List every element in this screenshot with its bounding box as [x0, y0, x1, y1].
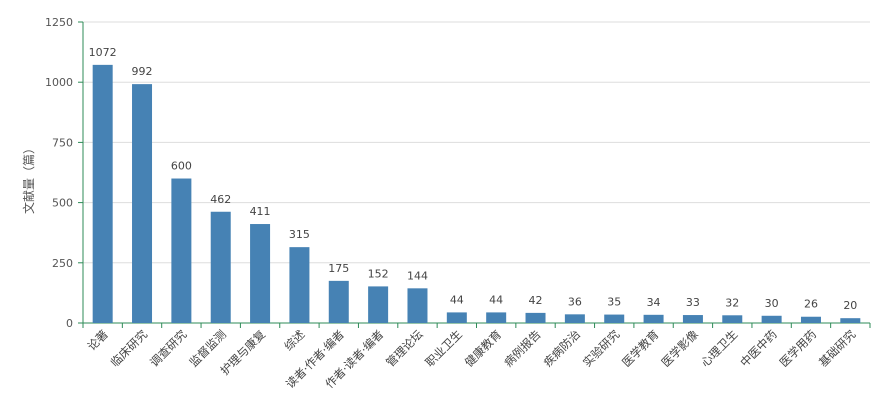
value-label: 175 — [328, 262, 349, 275]
bar — [682, 315, 703, 323]
category-label: 病例报告 — [501, 327, 543, 369]
value-label: 26 — [804, 298, 818, 311]
value-label: 34 — [647, 296, 661, 309]
bar — [800, 316, 821, 323]
value-label: 30 — [765, 297, 779, 310]
value-label: 44 — [450, 293, 464, 306]
value-label: 600 — [171, 160, 192, 173]
grid-lines — [83, 21, 870, 264]
category-label: 论著 — [85, 327, 111, 353]
value-label: 20 — [843, 299, 857, 312]
category-label: 心理卫生 — [698, 327, 740, 369]
bar — [407, 288, 428, 323]
value-label: 35 — [607, 296, 621, 309]
bar — [250, 224, 271, 323]
bar — [328, 280, 349, 323]
bar — [210, 211, 231, 323]
bar — [486, 312, 507, 323]
bar — [564, 314, 585, 323]
bar — [289, 247, 310, 323]
value-label: 44 — [489, 293, 503, 306]
category-label: 实验研究 — [580, 327, 623, 370]
bar — [171, 178, 192, 323]
y-tick-label: 1250 — [45, 16, 73, 29]
bar — [446, 312, 467, 323]
bar — [525, 312, 546, 323]
y-tick-label: 750 — [52, 136, 73, 149]
category-label: 健康教育 — [462, 327, 504, 369]
category-label: 调查研究 — [147, 327, 190, 370]
category-label: 临床研究 — [108, 327, 151, 370]
category-label: 基础研究 — [816, 327, 859, 370]
value-label: 42 — [529, 294, 543, 307]
value-label: 1072 — [89, 46, 117, 59]
value-label: 36 — [568, 295, 582, 308]
bar — [132, 84, 153, 323]
bar — [722, 315, 743, 323]
y-tick-label: 0 — [66, 317, 73, 330]
value-label: 992 — [132, 65, 153, 78]
bar — [840, 318, 861, 323]
category-label: 医学影像 — [659, 327, 702, 370]
value-label: 315 — [289, 228, 310, 241]
bar — [643, 314, 664, 323]
value-label: 33 — [686, 296, 700, 309]
category-label: 职业卫生 — [423, 327, 465, 369]
bar — [368, 286, 389, 323]
y-tick-label: 250 — [52, 257, 73, 270]
bar — [92, 64, 113, 323]
y-tick-label: 500 — [52, 197, 73, 210]
bar — [761, 315, 782, 323]
category-label: 中医中药 — [737, 327, 779, 369]
value-label: 152 — [368, 267, 389, 280]
value-labels: 1072 992 600 462 411 315 175 152 144 44 44 42 36 35 34… — [89, 46, 858, 312]
y-axis-title: 文献量（篇） — [21, 142, 36, 214]
value-label: 32 — [725, 296, 739, 309]
value-label: 411 — [250, 205, 271, 218]
category-label: 管理论坛 — [383, 327, 426, 370]
y-tick-label: 1000 — [45, 76, 73, 89]
value-label: 462 — [210, 193, 231, 206]
category-label: 医学教育 — [619, 327, 661, 369]
bar — [604, 314, 625, 323]
category-label: 疾病防治 — [541, 327, 583, 369]
category-label: 综述 — [281, 327, 308, 354]
value-label: 144 — [407, 269, 428, 282]
bars — [92, 64, 861, 323]
y-axis-ticks: 0 250 500 750 1000 1250 — [45, 16, 83, 330]
category-label: 医学用药 — [777, 327, 819, 369]
